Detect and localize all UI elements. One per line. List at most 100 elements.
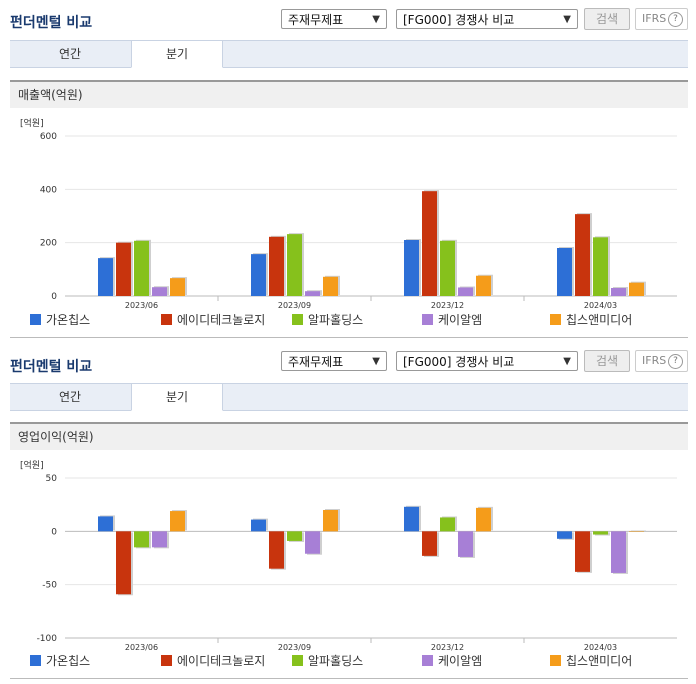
peer-select[interactable]: [FG000] 경쟁사 비교 ▼ (396, 351, 578, 371)
bar[interactable] (323, 276, 338, 296)
statement-select-value: 주재무제표 (288, 355, 344, 369)
period-tabs: 연간 분기 (10, 383, 688, 411)
bar[interactable] (557, 531, 572, 539)
revenue-chart: [억원] 0 200 400 600 2023/06 2023/09 2023/12 2024/… (20, 117, 677, 310)
bar[interactable] (476, 275, 491, 296)
ifrs-toggle[interactable]: IFRS ? (635, 8, 688, 30)
bar[interactable] (629, 531, 644, 532)
bar[interactable] (251, 254, 266, 296)
bar[interactable] (305, 531, 320, 554)
tab-annual[interactable]: 연간 (58, 47, 82, 61)
bar[interactable] (404, 506, 419, 532)
y-tick-label: -50 (42, 581, 57, 591)
search-button[interactable]: 검색 (584, 8, 630, 30)
legend-label: 알파홀딩스 (308, 654, 364, 668)
tab-annual[interactable]: 연간 (58, 390, 82, 404)
legend-swatch (550, 655, 561, 666)
bar[interactable] (593, 531, 608, 535)
unit-label: [억원] (20, 459, 44, 471)
legend-swatch (30, 655, 41, 666)
legend-item[interactable]: 칩스앤미디어 (550, 653, 632, 669)
legend-swatch (292, 314, 303, 325)
legend-item[interactable]: 케이알엠 (422, 653, 482, 669)
legend-label: 가온칩스 (46, 313, 91, 327)
ifrs-toggle[interactable]: IFRS ? (635, 350, 688, 372)
bar[interactable] (134, 240, 149, 296)
legend-item[interactable]: 알파홀딩스 (292, 653, 363, 669)
ifrs-label: IFRS (642, 354, 667, 367)
x-tick-label: 2024/03 (584, 301, 617, 310)
help-icon[interactable]: ? (668, 354, 683, 369)
x-tick-label: 2023/09 (278, 301, 311, 310)
legend-item[interactable]: 알파홀딩스 (292, 312, 363, 328)
bar[interactable] (575, 214, 590, 296)
y-tick-label: 200 (40, 239, 57, 249)
bar[interactable] (116, 242, 131, 296)
legend-item[interactable]: 에이디테크놀로지 (161, 312, 265, 328)
section-title: 영업이익(억원) (10, 422, 688, 450)
legend-label: 에이디테크놀로지 (177, 654, 266, 668)
legend-swatch (292, 655, 303, 666)
bar[interactable] (323, 510, 338, 532)
tab-quarterly[interactable]: 분기 (131, 40, 223, 68)
chevron-down-icon: ▼ (372, 14, 380, 25)
bar[interactable] (287, 234, 302, 296)
legend-item[interactable]: 가온칩스 (30, 312, 90, 328)
x-tick-label: 2023/12 (431, 301, 464, 310)
legend-swatch (30, 314, 41, 325)
legend-swatch (161, 655, 172, 666)
help-icon[interactable]: ? (668, 12, 683, 27)
bar[interactable] (476, 507, 491, 532)
bar[interactable] (116, 531, 131, 595)
chevron-down-icon: ▼ (372, 356, 380, 367)
bar[interactable] (458, 287, 473, 296)
bar[interactable] (440, 240, 455, 296)
bar[interactable] (611, 288, 626, 296)
legend-item[interactable]: 가온칩스 (30, 653, 90, 669)
unit-label: [억원] (20, 117, 44, 129)
bar[interactable] (287, 531, 302, 541)
bar[interactable] (98, 258, 113, 296)
statement-select[interactable]: 주재무제표 ▼ (281, 351, 387, 371)
bar[interactable] (251, 519, 266, 532)
bar[interactable] (170, 511, 185, 532)
legend: 가온칩스 에이디테크놀로지 알파홀딩스 케이알엠 칩스앤미디어 (30, 653, 690, 669)
legend-item[interactable]: 에이디테크놀로지 (161, 653, 265, 669)
panel-revenue: 펀더멘털 비교 주재무제표 ▼ [FG000] 경쟁사 비교 ▼ 검색 IFRS… (10, 8, 690, 338)
peer-select-value: [FG000] 경쟁사 비교 (403, 355, 515, 369)
bar[interactable] (152, 531, 167, 548)
bar[interactable] (458, 531, 473, 557)
bar[interactable] (134, 531, 149, 548)
bar[interactable] (629, 282, 644, 296)
bar[interactable] (440, 517, 455, 532)
statement-select[interactable]: 주재무제표 ▼ (281, 9, 387, 29)
bar[interactable] (611, 531, 626, 573)
bar[interactable] (557, 248, 572, 296)
divider (10, 678, 688, 679)
bar[interactable] (593, 237, 608, 296)
bar[interactable] (305, 291, 320, 296)
tab-quarterly[interactable]: 분기 (131, 383, 223, 411)
bar[interactable] (422, 531, 437, 556)
y-tick-label: 50 (46, 474, 58, 484)
bar[interactable] (575, 531, 590, 572)
bar[interactable] (422, 191, 437, 296)
bar[interactable] (152, 287, 167, 296)
bar[interactable] (170, 278, 185, 296)
legend: 가온칩스 에이디테크놀로지 알파홀딩스 케이알엠 칩스앤미디어 (30, 312, 690, 328)
legend-item[interactable]: 케이알엠 (422, 312, 482, 328)
x-tick-label: 2023/09 (278, 643, 311, 652)
x-tick-label: 2023/06 (125, 301, 158, 310)
chevron-down-icon: ▼ (563, 14, 571, 25)
legend-label: 칩스앤미디어 (566, 313, 633, 327)
legend-label: 에이디테크놀로지 (177, 313, 266, 327)
legend-item[interactable]: 칩스앤미디어 (550, 312, 632, 328)
x-tick-label: 2023/12 (431, 643, 464, 652)
bar[interactable] (98, 516, 113, 532)
search-button[interactable]: 검색 (584, 350, 630, 372)
bar[interactable] (269, 236, 284, 296)
y-tick-label: 400 (40, 185, 57, 195)
bar[interactable] (269, 531, 284, 569)
bar[interactable] (404, 240, 419, 296)
peer-select[interactable]: [FG000] 경쟁사 비교 ▼ (396, 9, 578, 29)
